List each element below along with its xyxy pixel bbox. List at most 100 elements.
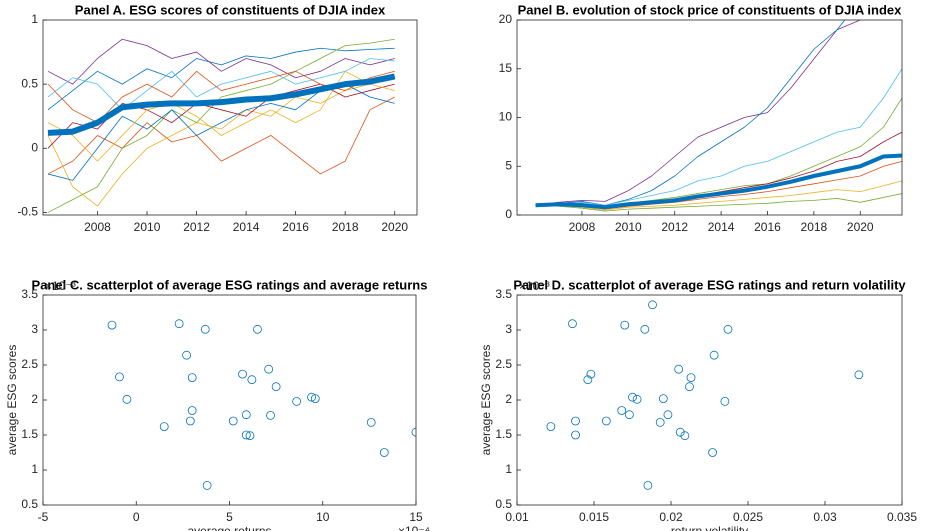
y-tick-label: 3 xyxy=(505,322,512,336)
point xyxy=(411,427,416,437)
x-tick-label: 2020 xyxy=(847,220,874,234)
point xyxy=(253,324,262,334)
point xyxy=(720,396,730,406)
series-line xyxy=(535,20,861,206)
x-tick-label: 2018 xyxy=(801,220,828,234)
x-tick-label: 2010 xyxy=(615,220,642,234)
point xyxy=(159,422,169,432)
x-tick-label: 2018 xyxy=(332,220,359,234)
x-tick-label: 0.03 xyxy=(813,510,837,524)
y-tick-label: 15 xyxy=(499,61,513,75)
point xyxy=(571,416,580,426)
series-line xyxy=(47,38,395,213)
panel: 2008 2010 2012 2014 2016 2018 2020 -0.5 0 0.5 1 Pan… xyxy=(17,2,418,234)
y-tick-label: 3.5 xyxy=(21,287,38,301)
point xyxy=(310,394,320,404)
point xyxy=(366,417,376,427)
x-tick-label: 2010 xyxy=(134,220,161,234)
point xyxy=(625,410,634,420)
plot-area xyxy=(43,295,416,505)
series-line xyxy=(535,153,902,210)
x-tick-label: 2012 xyxy=(661,220,688,234)
point xyxy=(674,364,684,374)
panel: 0.01 0.015 0.02 0.025 0.03 0.035 0.5 1 1.5 2 2.5 3 3… xyxy=(479,277,917,531)
point xyxy=(107,320,117,330)
point xyxy=(245,431,255,441)
point xyxy=(708,448,717,457)
point xyxy=(658,394,668,404)
plot-area xyxy=(517,295,902,505)
point xyxy=(617,406,627,415)
x-tick-label: 5 xyxy=(226,510,233,524)
point xyxy=(686,373,696,383)
x-axis-label: return volatility xyxy=(671,524,748,531)
x-tick-label: 15 xyxy=(409,510,423,524)
point xyxy=(643,480,653,490)
series-line xyxy=(47,38,395,85)
y-tick-label: 3.5 xyxy=(495,287,512,301)
point xyxy=(632,394,642,404)
x-tick-label: 0.015 xyxy=(579,510,609,524)
point xyxy=(182,350,192,360)
y-tick-label: 1.5 xyxy=(21,427,38,441)
plot xyxy=(47,38,396,213)
x-tick-label: 10 xyxy=(316,510,330,524)
point xyxy=(620,320,630,330)
panel-title: Panel D. scatterplot of average ESG rati… xyxy=(513,277,906,292)
series-line xyxy=(47,73,396,136)
y-tick-label: 3 xyxy=(31,322,38,336)
x-axis-label: average returns xyxy=(187,524,271,531)
point xyxy=(202,480,212,490)
y-tick-label: 1 xyxy=(505,462,512,476)
point xyxy=(568,319,577,329)
x-tick-label: 2020 xyxy=(381,220,408,234)
plot xyxy=(107,319,416,490)
series-line xyxy=(47,58,395,111)
panel-title: Panel B. evolution of stock price of con… xyxy=(518,2,903,17)
point xyxy=(546,422,556,432)
panel: 2008 2010 2012 2014 2016 2018 2020 0 5 10 15 20 Pane… xyxy=(499,2,903,234)
x-tick-label: 0.025 xyxy=(733,510,763,524)
plot xyxy=(546,300,864,490)
x-tick-label: 2016 xyxy=(754,220,781,234)
point xyxy=(583,375,593,385)
point xyxy=(241,410,251,420)
point xyxy=(174,319,184,329)
x-tick-label: 0.01 xyxy=(505,510,529,524)
x-tick-label: 2016 xyxy=(282,220,309,234)
point xyxy=(628,392,637,402)
y-tick-label: 0 xyxy=(31,140,38,154)
series-line xyxy=(47,96,395,175)
point xyxy=(115,372,124,382)
y-tick-label: 1 xyxy=(31,12,38,26)
point xyxy=(685,382,694,392)
x-tick-label: 2008 xyxy=(569,220,596,234)
y-tick-label: 2 xyxy=(505,392,512,406)
point xyxy=(675,427,685,437)
point xyxy=(292,396,302,406)
y-tick-label: 20 xyxy=(499,12,513,26)
point xyxy=(648,300,657,310)
x-tick-label: 2008 xyxy=(84,220,111,234)
point xyxy=(655,417,665,427)
point xyxy=(586,369,596,379)
x-tick-label: 2012 xyxy=(183,220,210,234)
point xyxy=(241,430,251,440)
point xyxy=(723,324,733,334)
x-tick-label: 0.035 xyxy=(887,510,917,524)
y-axis-label: average ESG scores xyxy=(5,345,19,456)
point xyxy=(200,324,210,334)
point xyxy=(571,430,580,440)
point xyxy=(187,406,197,415)
point xyxy=(601,416,611,426)
y-exponent: ×10⁻³ xyxy=(519,279,550,293)
point xyxy=(663,410,673,420)
point xyxy=(854,370,864,380)
point xyxy=(228,416,238,426)
point xyxy=(187,373,197,383)
y-tick-label: 2.5 xyxy=(495,357,512,371)
point xyxy=(238,369,247,379)
y-tick-label: 1.5 xyxy=(495,427,512,441)
